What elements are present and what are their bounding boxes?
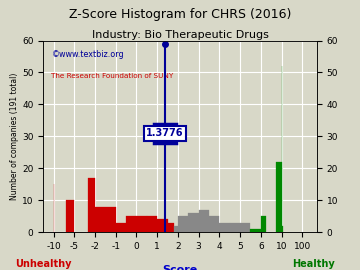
Text: ©www.textbiz.org: ©www.textbiz.org	[51, 50, 124, 59]
Bar	[199, 210, 209, 232]
Bar	[66, 200, 74, 232]
Bar	[174, 226, 178, 232]
Text: Unhealthy: Unhealthy	[15, 259, 71, 269]
Bar	[116, 222, 126, 232]
Text: Healthy: Healthy	[292, 259, 334, 269]
Bar	[251, 229, 261, 232]
Text: Z-Score Histogram for CHRS (2016): Z-Score Histogram for CHRS (2016)	[69, 8, 291, 21]
Bar	[276, 162, 282, 232]
Bar	[261, 216, 266, 232]
Bar	[147, 216, 157, 232]
Y-axis label: Number of companies (191 total): Number of companies (191 total)	[10, 73, 19, 200]
Bar	[136, 216, 147, 232]
Text: 1.3776: 1.3776	[146, 128, 184, 138]
Text: Industry: Bio Therapeutic Drugs: Industry: Bio Therapeutic Drugs	[91, 30, 269, 40]
Bar	[282, 226, 283, 232]
Bar	[219, 222, 230, 232]
Bar	[240, 222, 251, 232]
Bar	[167, 222, 174, 232]
Bar	[188, 213, 199, 232]
Bar	[88, 178, 95, 232]
Bar	[126, 216, 136, 232]
Bar	[157, 220, 167, 232]
Bar	[209, 216, 219, 232]
Bar	[178, 216, 188, 232]
Text: The Research Foundation of SUNY: The Research Foundation of SUNY	[51, 73, 174, 79]
Bar	[95, 207, 116, 232]
Bar	[230, 222, 240, 232]
X-axis label: Score: Score	[162, 265, 198, 270]
